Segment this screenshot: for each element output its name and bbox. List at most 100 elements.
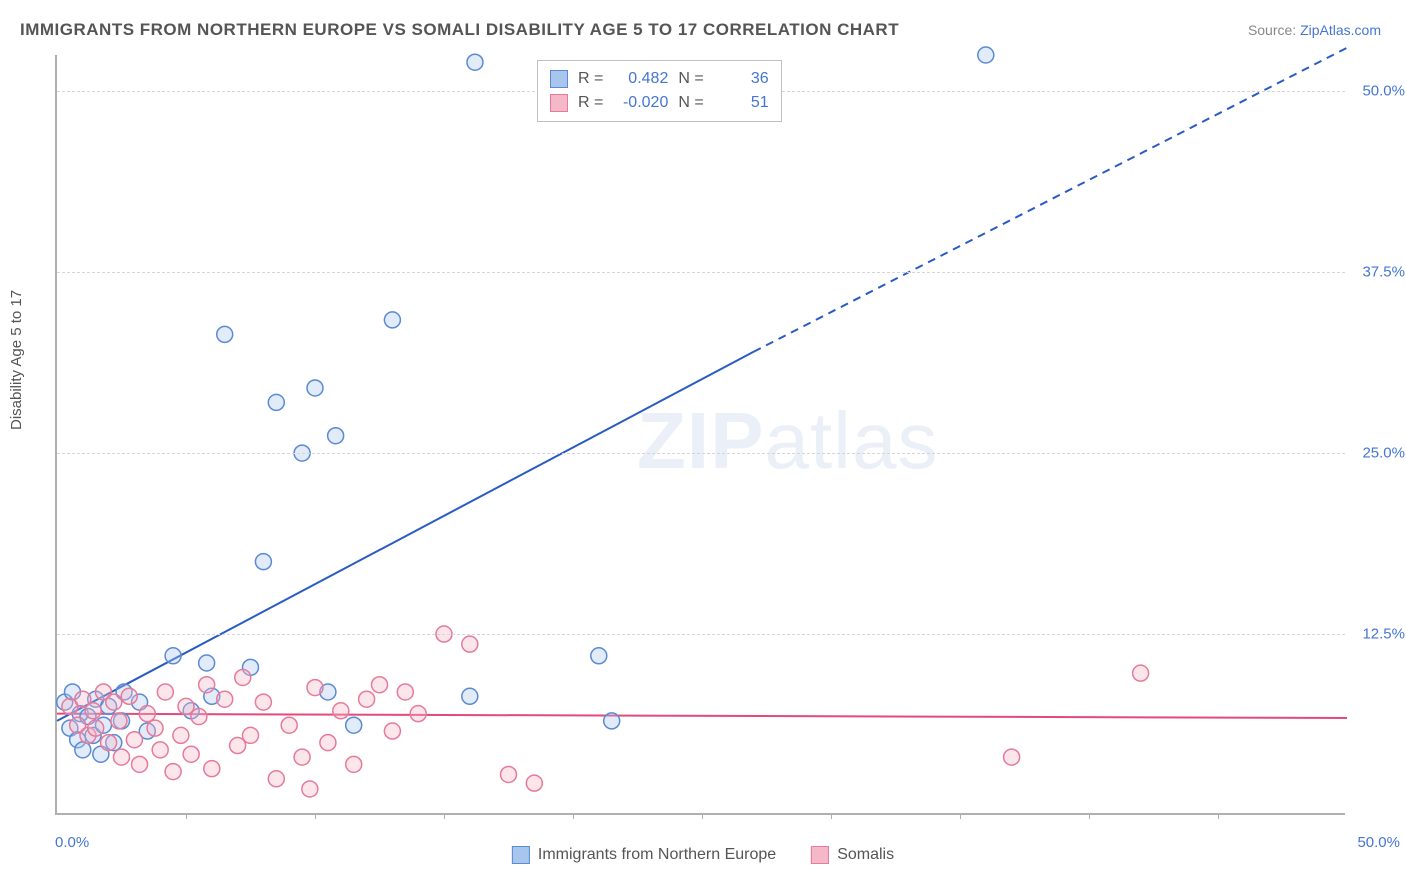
data-point-northern_europe [978,47,994,63]
y-tick-label: 12.5% [1362,626,1405,643]
data-point-somalis [1133,665,1149,681]
legend-swatch-blue [550,70,568,88]
y-tick-label: 25.0% [1362,445,1405,462]
trendline-northern_europe [57,352,754,721]
data-point-somalis [384,723,400,739]
x-tick [444,813,445,819]
data-point-somalis [85,703,101,719]
trendline-dash-northern_europe [754,48,1347,352]
data-point-somalis [173,727,189,743]
n-value-2: 51 [714,91,769,115]
data-point-northern_europe [604,713,620,729]
legend-label-2: Somalis [837,846,894,864]
x-tick [1089,813,1090,819]
data-point-somalis [359,691,375,707]
data-point-northern_europe [217,326,233,342]
data-point-northern_europe [165,648,181,664]
data-point-somalis [217,691,233,707]
data-point-northern_europe [307,380,323,396]
data-point-somalis [302,781,318,797]
data-point-northern_europe [255,554,271,570]
data-point-somalis [501,766,517,782]
data-point-somalis [320,735,336,751]
gridline-h [57,634,1345,635]
series-legend: Immigrants from Northern Europe Somalis [512,846,894,864]
n-label-2: N = [678,91,703,115]
data-point-somalis [307,680,323,696]
r-label: R = [578,67,603,91]
data-point-somalis [121,688,137,704]
data-point-northern_europe [467,54,483,70]
data-point-somalis [191,709,207,725]
y-tick-label: 50.0% [1362,83,1405,100]
data-point-somalis [183,746,199,762]
data-point-somalis [1004,749,1020,765]
data-point-somalis [526,775,542,791]
r-label-2: R = [578,91,603,115]
data-point-somalis [294,749,310,765]
data-point-somalis [106,694,122,710]
n-label: N = [678,67,703,91]
data-point-somalis [333,703,349,719]
data-point-northern_europe [462,688,478,704]
source-link[interactable]: ZipAtlas.com [1300,22,1381,38]
chart-container: IMMIGRANTS FROM NORTHERN EUROPE VS SOMAL… [0,0,1406,892]
legend-swatch-2 [811,846,829,864]
y-axis-label: Disability Age 5 to 17 [8,290,25,430]
legend-label-1: Immigrants from Northern Europe [538,846,776,864]
data-point-northern_europe [346,717,362,733]
data-point-somalis [111,713,127,729]
correlation-legend: R = 0.482 N = 36 R = -0.020 N = 51 [537,60,782,122]
chart-svg [57,55,1345,813]
x-axis-start: 0.0% [55,834,89,851]
x-tick [702,813,703,819]
data-point-somalis [165,764,181,780]
plot-area: ZIPatlas R = 0.482 N = 36 R = -0.020 N =… [55,55,1345,815]
data-point-somalis [243,727,259,743]
data-point-somalis [147,720,163,736]
correlation-legend-row-1: R = 0.482 N = 36 [550,67,769,91]
x-tick [186,813,187,819]
data-point-somalis [88,720,104,736]
legend-swatch-pink [550,94,568,112]
data-point-somalis [204,761,220,777]
data-point-somalis [132,756,148,772]
r-value-2: -0.020 [613,91,668,115]
data-point-somalis [157,684,173,700]
data-point-northern_europe [199,655,215,671]
legend-item-1: Immigrants from Northern Europe [512,846,776,864]
data-point-somalis [372,677,388,693]
data-point-northern_europe [75,742,91,758]
data-point-somalis [281,717,297,733]
data-point-somalis [462,636,478,652]
data-point-somalis [255,694,271,710]
chart-title: IMMIGRANTS FROM NORTHERN EUROPE VS SOMAL… [20,20,899,40]
gridline-h [57,453,1345,454]
data-point-somalis [126,732,142,748]
source-attribution: Source: ZipAtlas.com [1248,22,1381,38]
gridline-h [57,272,1345,273]
data-point-northern_europe [384,312,400,328]
data-point-northern_europe [591,648,607,664]
y-tick-label: 37.5% [1362,264,1405,281]
x-tick [1218,813,1219,819]
data-point-somalis [397,684,413,700]
data-point-somalis [346,756,362,772]
data-point-northern_europe [328,428,344,444]
source-prefix: Source: [1248,22,1300,38]
data-point-somalis [139,706,155,722]
n-value-1: 36 [714,67,769,91]
data-point-somalis [199,677,215,693]
data-point-somalis [152,742,168,758]
data-point-somalis [235,669,251,685]
data-point-somalis [114,749,130,765]
x-tick [315,813,316,819]
legend-item-2: Somalis [811,846,894,864]
trendline-somalis [57,714,1347,718]
data-point-somalis [410,706,426,722]
x-tick [573,813,574,819]
data-point-somalis [268,771,284,787]
data-point-northern_europe [268,394,284,410]
r-value-1: 0.482 [613,67,668,91]
correlation-legend-row-2: R = -0.020 N = 51 [550,91,769,115]
